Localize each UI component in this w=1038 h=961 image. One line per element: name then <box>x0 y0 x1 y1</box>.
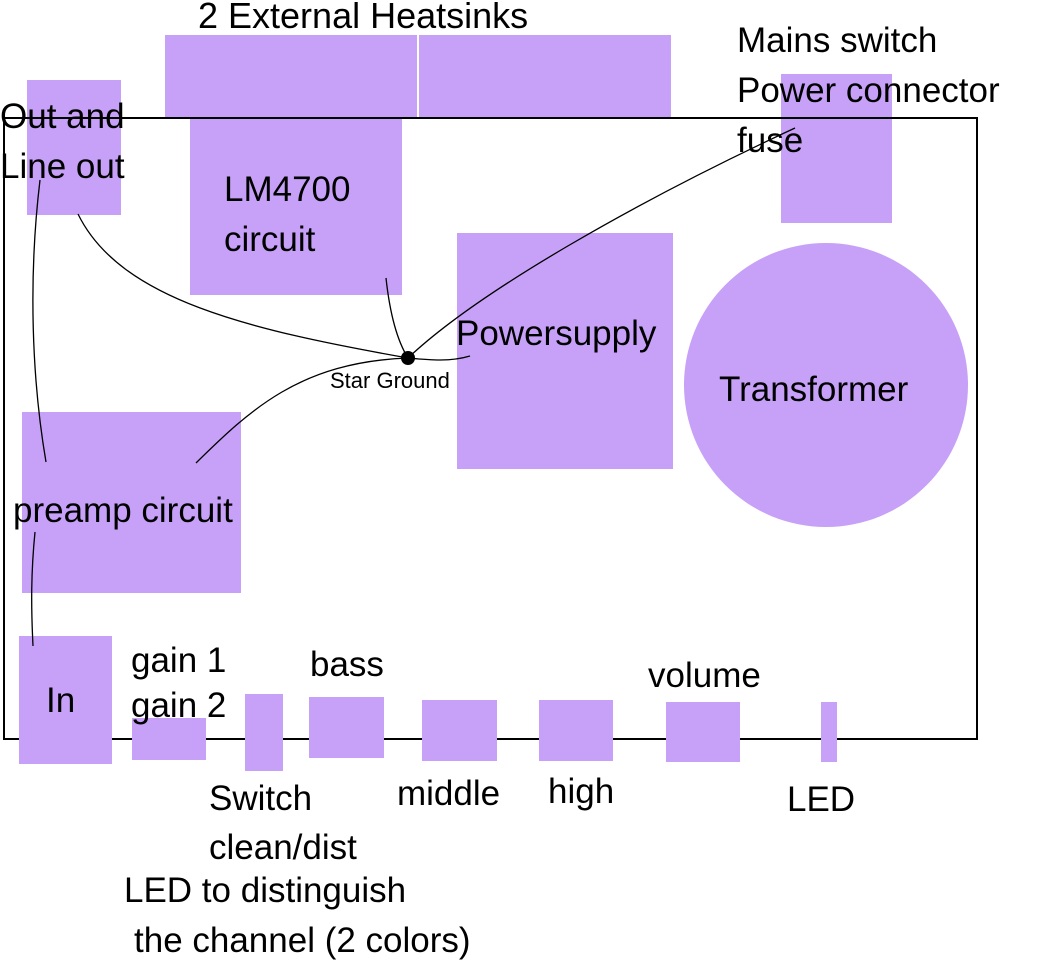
volume-block <box>666 702 740 762</box>
switch-label-line2: clean/dist <box>209 828 357 867</box>
mains-label-line3: fuse <box>737 121 804 160</box>
lm4700-label-line1: LM4700 <box>224 170 351 209</box>
mains-label-line1: Mains switch <box>737 21 938 60</box>
bass-block <box>309 697 384 758</box>
input-jack-block <box>19 636 112 764</box>
led-label: LED <box>787 780 856 819</box>
heatsink-right <box>419 35 671 118</box>
led-block <box>821 702 837 762</box>
heatsink-left <box>165 35 417 118</box>
star-ground-point <box>401 351 415 365</box>
heatsinks-label: 2 External Heatsinks <box>198 0 529 36</box>
transformer-label: Transformer <box>719 370 909 409</box>
bass-label: bass <box>310 645 384 684</box>
middle-block <box>422 700 497 761</box>
switch-block <box>245 694 283 771</box>
mains-label-line2: Power connector <box>737 71 1000 110</box>
gain1-label: gain 1 <box>131 641 227 680</box>
led-note-line1: LED to distinguish <box>124 871 407 910</box>
gain-block <box>132 718 206 760</box>
powersupply-label: Powersupply <box>456 314 657 353</box>
in-label: In <box>46 681 76 720</box>
switch-label-line1: Switch <box>209 779 313 818</box>
middle-label: middle <box>397 774 501 813</box>
gain2-label: gain 2 <box>131 686 227 725</box>
high-label: high <box>548 772 615 811</box>
high-block <box>539 700 613 761</box>
led-note-line2: the channel (2 colors) <box>134 921 471 960</box>
star-ground-label: Star Ground <box>330 368 450 393</box>
lm4700-label-line2: circuit <box>224 220 316 259</box>
mains-block <box>781 74 892 223</box>
out-label-line1: Out and <box>0 97 125 136</box>
preamp-label: preamp circuit <box>13 491 233 530</box>
volume-label: volume <box>648 656 761 695</box>
out-label-line2: Line out <box>0 147 125 186</box>
